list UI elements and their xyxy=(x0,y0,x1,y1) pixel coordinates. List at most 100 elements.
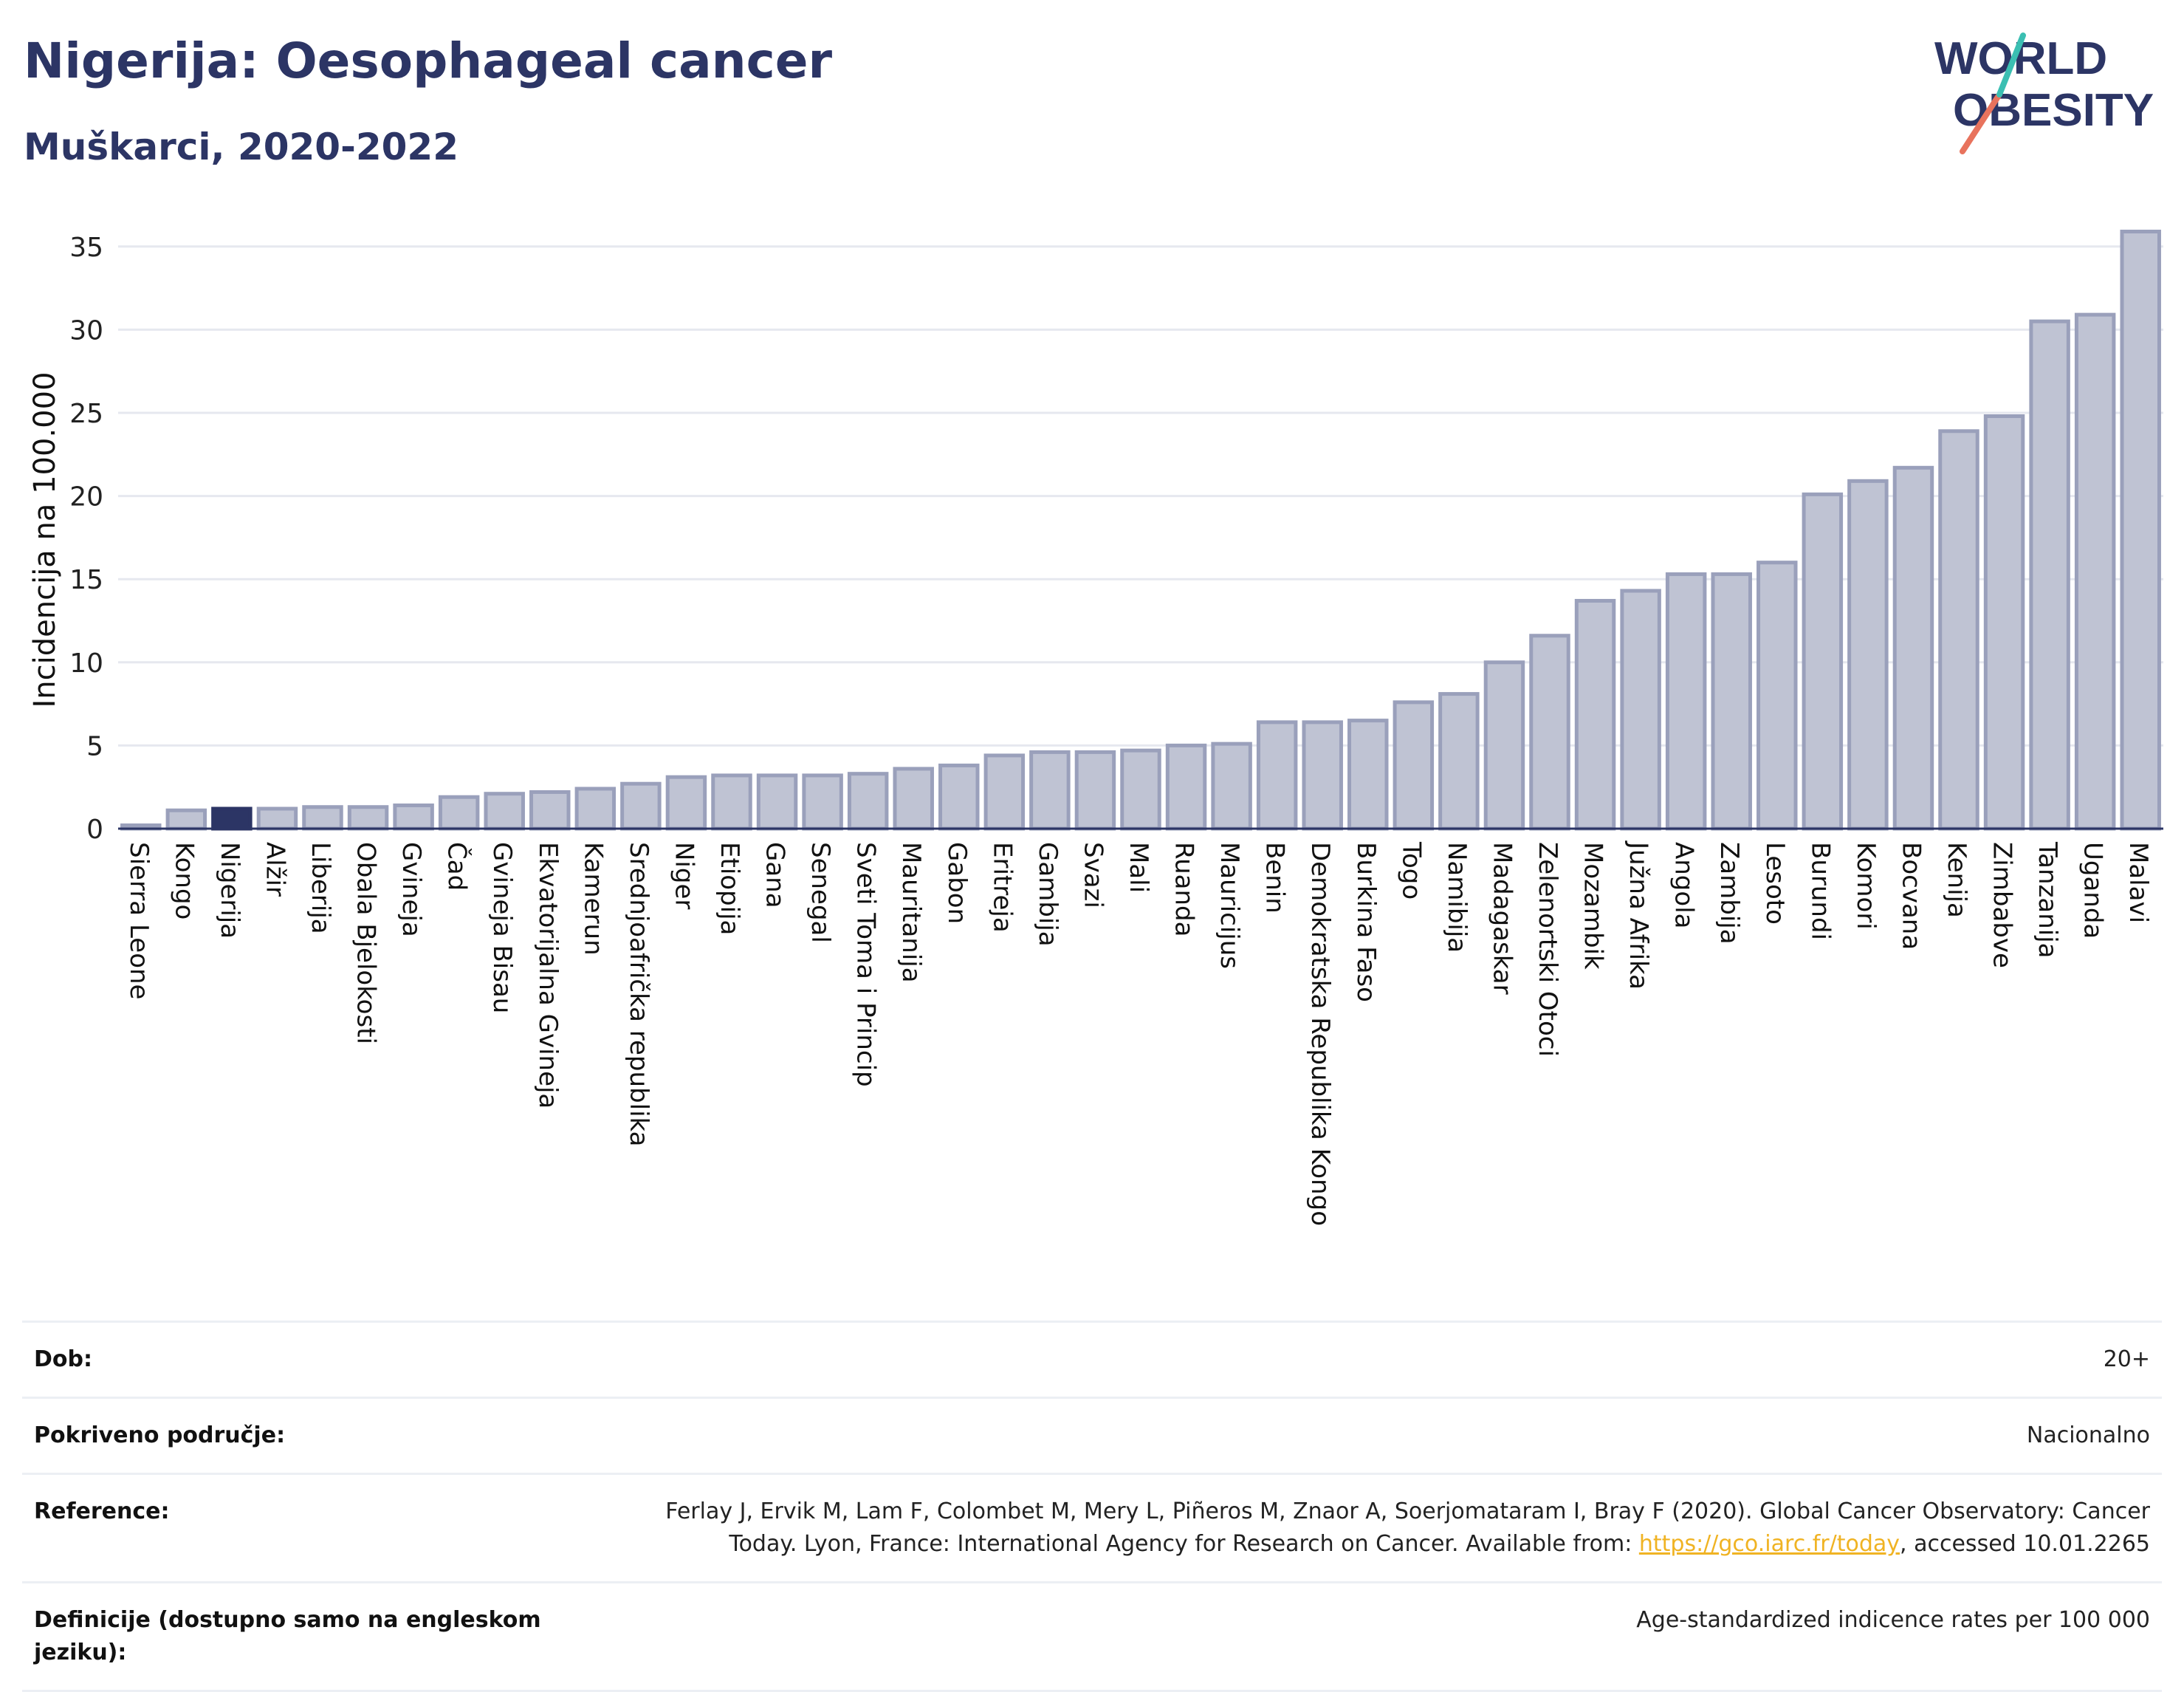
y-tick-label: 25 xyxy=(69,399,103,429)
bar-namibija xyxy=(1438,692,1480,831)
meta-value: 20+ xyxy=(2103,1346,2150,1372)
y-axis-ticks: 0 5 10 15 20 25 30 35 xyxy=(69,233,103,845)
meta-key: Definicije (dostupno samo na engleskom j… xyxy=(34,1607,541,1665)
x-tick-label: Mauricijus xyxy=(1215,842,1244,969)
x-tick-label: Burundi xyxy=(1805,842,1835,940)
meta-row-reference: Reference: Ferlay J, Ervik M, Lam F, Col… xyxy=(22,1473,2162,1581)
meta-key: Reference: xyxy=(34,1499,170,1524)
bar-zambija xyxy=(1711,572,1752,831)
bar-uganda xyxy=(2074,312,2116,831)
bar-obala-bjelokosti xyxy=(347,805,389,831)
bar-ruanda xyxy=(1165,743,1207,831)
x-tick-label: Togo xyxy=(1396,841,1426,900)
bar-zimbabve xyxy=(1983,414,2025,831)
x-tick-label: Obala Bjelokosti xyxy=(351,842,381,1044)
x-tick-label: Madagaskar xyxy=(1487,842,1517,995)
x-tick-label: Gabon xyxy=(942,842,972,924)
reference-accessed: , accessed 10.01.2265 xyxy=(1900,1531,2150,1557)
bar-alžir xyxy=(256,806,298,831)
x-tick-label: Niger xyxy=(669,842,698,909)
bar-gvineja xyxy=(393,803,434,831)
x-tick-label: Mauritanija xyxy=(896,842,926,983)
bar-malavi xyxy=(2120,230,2161,831)
x-tick-label: Senegal xyxy=(806,842,835,943)
bar-eritreja xyxy=(983,753,1026,831)
y-tick-label: 35 xyxy=(69,233,103,263)
reference-text: Ferlay J, Ervik M, Lam F, Colombet M, Me… xyxy=(665,1499,2150,1557)
x-tick-label: Zelenortski Otoci xyxy=(1533,842,1562,1057)
y-tick-label: 20 xyxy=(69,482,103,513)
y-tick-label: 30 xyxy=(69,315,103,346)
bar-južna-afrika xyxy=(1620,589,1661,831)
bar-burkina-faso xyxy=(1347,719,1389,831)
x-tick-label: Benin xyxy=(1260,842,1290,914)
y-tick-label: 10 xyxy=(69,648,103,679)
bars xyxy=(120,230,2161,831)
bar-demokratska-republika-kongo xyxy=(1302,720,1343,831)
x-tick-label: Gana xyxy=(760,842,790,908)
x-tick-label: Etiopija xyxy=(715,842,744,935)
x-tick-label: Uganda xyxy=(2078,842,2108,939)
bar-angola xyxy=(1665,572,1707,831)
bar-srednjoafrička-republika xyxy=(620,781,662,831)
x-tick-label: Mozambik xyxy=(1579,842,1608,970)
x-tick-label: Kenija xyxy=(1942,842,1971,918)
x-tick-label: Svazi xyxy=(1078,842,1108,908)
bar-gvineja-bisau xyxy=(484,792,525,831)
bar-niger xyxy=(665,775,707,831)
bar-kongo xyxy=(165,808,207,831)
x-tick-label: Srednjoafrička republika xyxy=(624,842,653,1146)
bar-kenija xyxy=(1938,429,1979,831)
bar-burundi xyxy=(1802,492,1844,831)
x-tick-label: Zambija xyxy=(1714,842,1744,945)
bar-nigerija xyxy=(211,806,253,831)
bar-bocvana xyxy=(1892,465,1934,831)
meta-row-coverage: Pokriveno područje: Nacionalno xyxy=(22,1397,2162,1473)
meta-value: Age-standardized indicence rates per 100… xyxy=(1636,1607,2150,1633)
bar-tanzanija xyxy=(2029,319,2070,831)
x-tick-label: Kongo xyxy=(169,842,199,919)
x-tick-label: Burkina Faso xyxy=(1351,842,1381,1002)
x-tick-label: Tanzanija xyxy=(2033,841,2062,958)
bar-mozambik xyxy=(1574,598,1616,831)
x-tick-label: Čad xyxy=(442,842,473,891)
meta-row-definitions: Definicije (dostupno samo na engleskom j… xyxy=(22,1581,2162,1692)
meta-key: Dob: xyxy=(34,1346,92,1372)
bar-gabon xyxy=(938,763,980,831)
page-title: Nigerija: Oesophageal cancer xyxy=(24,32,833,89)
x-tick-label: Eritreja xyxy=(987,842,1017,933)
x-tick-label: Ekvatorijalna Gvineja xyxy=(533,842,563,1109)
bar-madagaskar xyxy=(1483,660,1525,831)
x-tick-label: Sveti Toma i Princip xyxy=(851,842,881,1087)
bar-mauritanija xyxy=(893,767,934,831)
bar-lesoto xyxy=(1757,561,1798,831)
reference-link[interactable]: https://gco.iarc.fr/today xyxy=(1638,1531,1900,1557)
x-tick-label: Južna Afrika xyxy=(1624,840,1653,990)
bar-chart: 0 5 10 15 20 25 30 35 Sierra Leone Kongo Nigerija… xyxy=(28,230,2163,1226)
x-tick-label: Bocvana xyxy=(1896,842,1926,950)
x-axis-labels: Sierra Leone Kongo Nigerija Alžir Liberija Ob… xyxy=(124,840,2153,1226)
bar-mauricijus xyxy=(1211,741,1252,831)
y-tick-label: 0 xyxy=(86,815,103,845)
x-tick-label: Ruanda xyxy=(1170,842,1199,936)
x-tick-label: Namibija xyxy=(1442,842,1472,953)
world-obesity-logo: WORLD OBESITY xyxy=(1934,32,2154,154)
x-tick-label: Lesoto xyxy=(1760,842,1790,925)
y-axis-label: Incidencija na 100.000 xyxy=(28,371,62,708)
bar-čad xyxy=(438,795,480,831)
bar-kamerun xyxy=(574,787,617,831)
x-tick-label: Gambija xyxy=(1033,842,1062,947)
x-tick-label: Angola xyxy=(1669,842,1699,928)
meta-key: Pokriveno područje: xyxy=(34,1422,286,1448)
x-tick-label: Gvineja Bisau xyxy=(487,842,517,1013)
metadata-table: Dob: 20+ Pokriveno područje: Nacionalno … xyxy=(22,1321,2162,1692)
bar-gana xyxy=(756,773,798,831)
bar-senegal xyxy=(802,773,843,831)
bar-benin xyxy=(1256,720,1298,831)
x-tick-label: Gvineja xyxy=(396,842,426,937)
bar-ekvatorijalna-gvineja xyxy=(529,790,571,831)
y-tick-label: 5 xyxy=(86,731,103,761)
bar-sveti-toma-i-princip xyxy=(847,772,889,831)
bar-svazi xyxy=(1074,750,1116,831)
bar-gambija xyxy=(1029,750,1071,831)
